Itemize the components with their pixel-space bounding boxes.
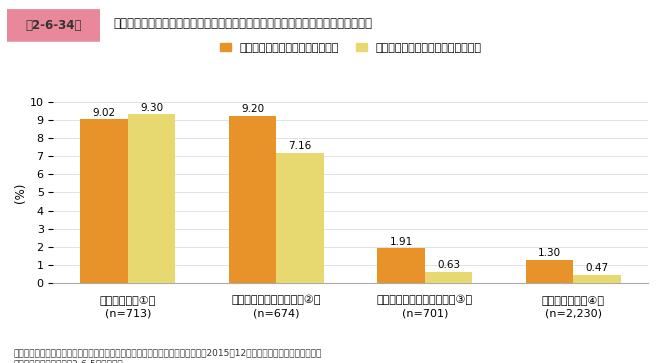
Text: 7.16: 7.16 xyxy=(289,141,312,151)
Text: 第2-6-34図: 第2-6-34図 xyxy=(25,19,81,32)
Text: （注）　企業分類は、第2-6-5図に従う。: （注） 企業分類は、第2-6-5図に従う。 xyxy=(13,359,123,363)
Bar xyxy=(277,153,324,283)
Text: 企業分類別に見た中長期事業計画への投資行動の反映有無による経常利益率の違い: 企業分類別に見た中長期事業計画への投資行動の反映有無による経常利益率の違い xyxy=(114,17,373,30)
Text: 9.30: 9.30 xyxy=(140,102,163,113)
Text: 資料：中小企業庁委託「中小企業の成長と投資行動に関するアンケート調査」（2015年12月、（株）帝国データバンク）: 資料：中小企業庁委託「中小企業の成長と投資行動に関するアンケート調査」（2015… xyxy=(13,348,322,358)
Text: 9.02: 9.02 xyxy=(93,107,116,118)
Text: 1.30: 1.30 xyxy=(538,248,561,258)
Y-axis label: (%): (%) xyxy=(14,182,27,203)
Bar xyxy=(229,116,277,283)
Text: 0.47: 0.47 xyxy=(586,263,609,273)
Bar xyxy=(128,114,176,283)
Legend: 策定していて投資行動が含まれる, 策定していて投資行動が含まれない: 策定していて投資行動が含まれる, 策定していて投資行動が含まれない xyxy=(215,38,486,57)
Text: 0.63: 0.63 xyxy=(437,260,460,270)
FancyBboxPatch shape xyxy=(4,9,103,42)
Text: 1.91: 1.91 xyxy=(389,237,413,247)
Bar xyxy=(377,249,425,283)
Bar xyxy=(80,119,128,283)
Bar xyxy=(526,260,573,283)
Bar xyxy=(573,275,621,283)
Text: 9.20: 9.20 xyxy=(241,104,265,114)
Bar xyxy=(425,272,472,283)
